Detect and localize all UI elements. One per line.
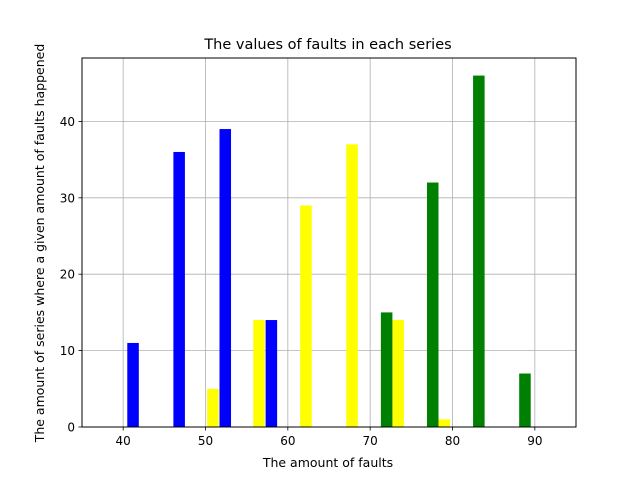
bar-series-2 [392,320,404,427]
x-axis-ticks: 40 50 60 70 80 90 [116,427,542,448]
bar-series-3 [473,75,485,428]
bar-series-2 [207,388,219,427]
y-tick-label: 20 [60,268,75,282]
y-axis-label: The amount of series where a given amoun… [32,44,47,444]
bar-series-1 [219,129,232,427]
bar-series-2 [253,320,265,427]
x-axis-label: The amount of faults [262,455,393,470]
x-tick-label: 90 [527,434,542,448]
bar-series-3 [519,373,531,427]
y-tick-label: 40 [60,115,75,129]
bar-series-1 [265,320,278,427]
bar-series-2 [300,205,312,427]
bar-series-1 [127,342,139,427]
bar-series-3 [426,182,439,427]
y-axis-ticks: 0 10 20 30 40 [60,115,82,435]
x-tick-label: 70 [363,434,378,448]
x-tick-label: 80 [445,434,460,448]
x-tick-label: 50 [198,434,213,448]
bar-series-3 [380,312,393,427]
bar-series-1 [173,151,185,428]
y-tick-label: 10 [60,344,75,358]
x-tick-label: 40 [116,434,131,448]
chart-title: The values of faults in each series [203,37,451,53]
bars [127,75,531,428]
y-tick-label: 30 [60,191,75,205]
plot-frame [81,57,577,428]
y-tick-label: 0 [67,421,75,435]
bar-series-2 [438,419,451,427]
bar-series-2 [346,144,358,427]
x-tick-label: 60 [280,434,295,448]
